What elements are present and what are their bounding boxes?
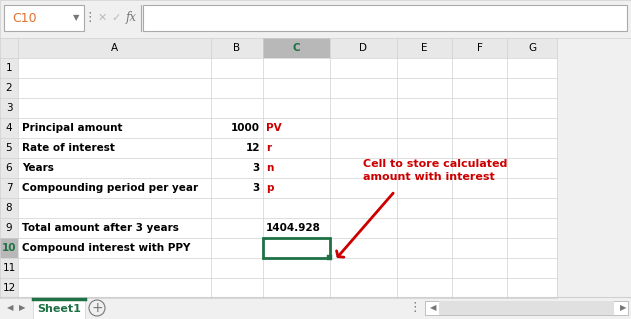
Bar: [0, 258, 18, 278]
Text: Total amount after 3 years: Total amount after 3 years: [22, 223, 179, 233]
Text: C: C: [293, 43, 300, 53]
Text: 4: 4: [6, 123, 13, 133]
Text: A: A: [111, 43, 118, 53]
Text: E: E: [422, 43, 428, 53]
Text: 5: 5: [6, 143, 13, 153]
Bar: [0, 78, 18, 98]
Text: ▶: ▶: [620, 303, 626, 313]
Text: Principal amount: Principal amount: [22, 123, 122, 133]
Text: 12: 12: [3, 283, 16, 293]
Text: ✓: ✓: [111, 13, 121, 23]
Text: 3: 3: [6, 103, 13, 113]
Text: G: G: [528, 43, 536, 53]
Text: ▼: ▼: [73, 13, 80, 23]
Text: ◀: ◀: [7, 303, 13, 313]
Text: 10: 10: [2, 243, 16, 253]
Text: amount with interest: amount with interest: [363, 172, 495, 182]
Text: Compounding period per year: Compounding period per year: [22, 183, 198, 193]
Circle shape: [89, 300, 105, 316]
Bar: [0, 218, 18, 238]
Text: 9: 9: [6, 223, 13, 233]
Bar: [0, 198, 18, 218]
Text: 3: 3: [253, 163, 260, 173]
Bar: [0, 58, 18, 78]
Bar: [263, 38, 330, 58]
Text: 6: 6: [6, 163, 13, 173]
Text: ◀: ◀: [430, 303, 436, 313]
Text: 11: 11: [3, 263, 16, 273]
Bar: [143, 5, 627, 31]
Text: C10: C10: [12, 11, 37, 25]
Text: Sheet1: Sheet1: [37, 304, 81, 314]
Bar: [4, 5, 84, 31]
Text: 7: 7: [6, 183, 13, 193]
Text: Rate of interest: Rate of interest: [22, 143, 115, 153]
Text: F: F: [476, 43, 483, 53]
Text: 3: 3: [253, 183, 260, 193]
Text: 1404.928: 1404.928: [266, 223, 321, 233]
Text: Cell to store calculated: Cell to store calculated: [363, 159, 507, 169]
Bar: [0, 38, 557, 298]
Text: r: r: [266, 143, 271, 153]
Text: 1000: 1000: [231, 123, 260, 133]
Text: Years: Years: [22, 163, 54, 173]
Text: ⋮: ⋮: [84, 11, 97, 25]
Bar: [0, 178, 18, 198]
Bar: [0, 0, 631, 38]
Text: +: +: [91, 301, 103, 315]
Text: PV: PV: [266, 123, 281, 133]
Bar: [263, 238, 330, 258]
Bar: [0, 278, 18, 298]
Text: 12: 12: [245, 143, 260, 153]
Text: 8: 8: [6, 203, 13, 213]
Text: ✕: ✕: [97, 13, 107, 23]
Bar: [0, 38, 557, 58]
Text: 1: 1: [6, 63, 13, 73]
Text: B: B: [233, 43, 240, 53]
Bar: [33, 297, 85, 319]
Text: n: n: [266, 163, 273, 173]
Bar: [0, 158, 18, 178]
Bar: [0, 138, 18, 158]
Bar: [0, 297, 631, 319]
Text: D: D: [360, 43, 367, 53]
Bar: [327, 255, 332, 260]
Text: Compound interest with PPY: Compound interest with PPY: [22, 243, 191, 253]
Bar: [0, 238, 18, 258]
Text: 2: 2: [6, 83, 13, 93]
Text: p: p: [266, 183, 273, 193]
Text: ▶: ▶: [19, 303, 25, 313]
Bar: [0, 118, 18, 138]
Bar: [0, 98, 18, 118]
Bar: [425, 301, 628, 315]
Text: fx: fx: [126, 11, 136, 25]
Text: ⋮: ⋮: [409, 301, 422, 315]
Bar: [439, 301, 614, 315]
